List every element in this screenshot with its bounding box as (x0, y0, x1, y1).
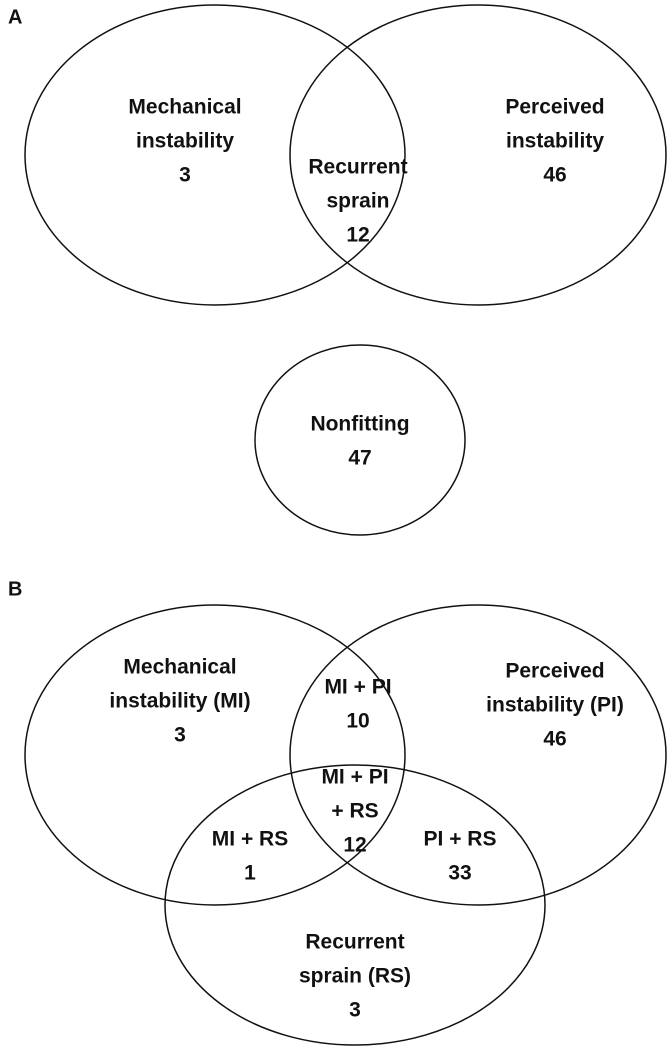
region-label: Recurrent (308, 156, 407, 179)
region-label: Perceived (505, 660, 604, 683)
region-label: instability (MI) (109, 690, 250, 713)
circle-mechanical (24, 4, 406, 306)
region-label: Nonfitting (310, 413, 409, 436)
region-label: Mechanical (123, 656, 236, 679)
region-label: sprain (326, 190, 389, 213)
region-count: 3 (179, 164, 191, 187)
region-label: MI + RS (212, 828, 288, 851)
region-count: 33 (448, 862, 471, 885)
circle-mechanical (24, 604, 406, 906)
region-count: 46 (543, 164, 566, 187)
region-count: 1 (244, 862, 256, 885)
circle-perceived (289, 604, 667, 906)
region-label: Mechanical (128, 96, 241, 119)
panel-label: A (8, 6, 22, 28)
region-count: 10 (346, 710, 369, 733)
region-count: 3 (174, 724, 186, 747)
region-label: Perceived (505, 96, 604, 119)
region-label: instability (506, 130, 604, 153)
region-count: 12 (343, 834, 366, 857)
region-label: + RS (331, 800, 378, 823)
circle-nonfitting (254, 344, 466, 536)
region-label: instability (136, 130, 234, 153)
region-label: MI + PI (321, 766, 388, 789)
region-count: 46 (543, 728, 566, 751)
region-count: 3 (349, 999, 361, 1022)
region-label: sprain (RS) (299, 965, 411, 988)
panel-label: B (8, 578, 22, 600)
region-label: MI + PI (324, 676, 391, 699)
region-label: Recurrent (305, 931, 404, 954)
circle-recurrent (164, 764, 546, 1046)
region-count: 47 (348, 447, 371, 470)
region-label: instability (PI) (486, 694, 624, 717)
region-count: 12 (346, 224, 369, 247)
region-label: PI + RS (424, 828, 497, 851)
circle-perceived (289, 4, 667, 306)
